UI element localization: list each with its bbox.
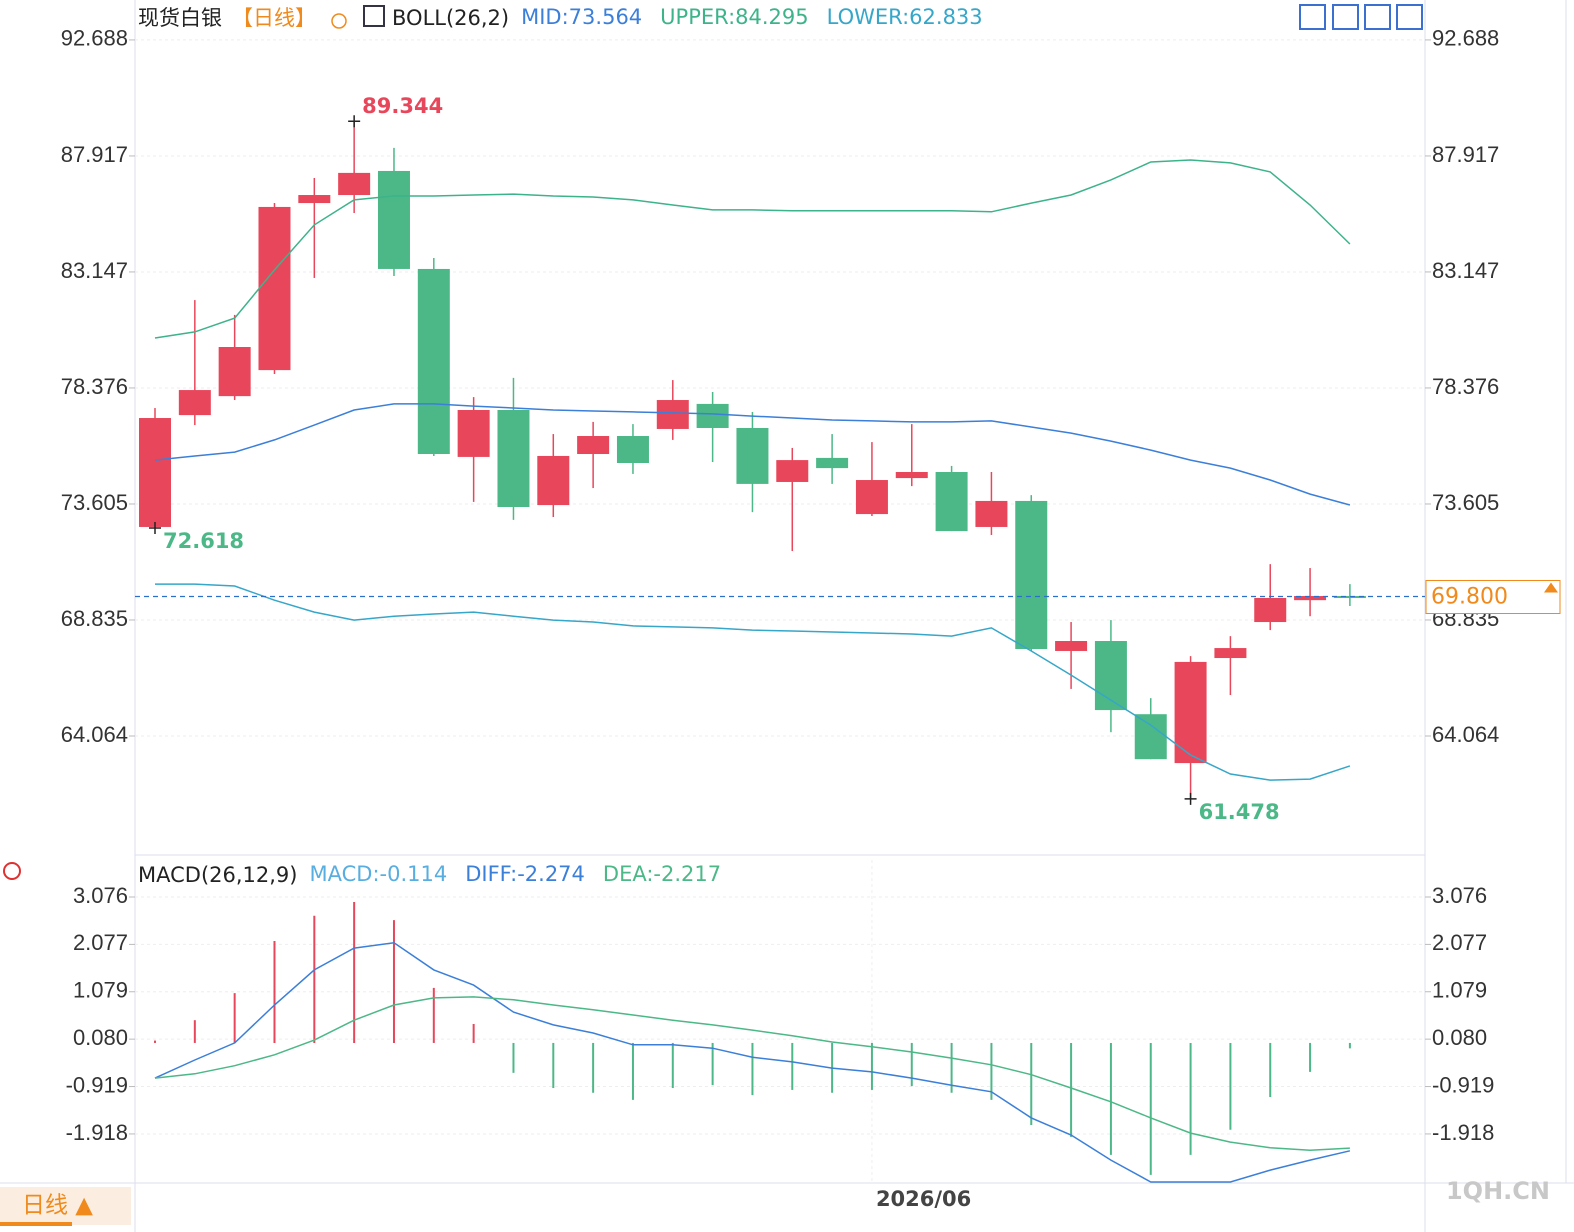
watermark: 1QH.CN [1446, 1177, 1550, 1205]
y-tick-label: -0.919 [66, 1072, 128, 1097]
legend-entry: MID:73.564 [521, 5, 642, 29]
candle-body [218, 347, 251, 397]
candle-body [178, 390, 211, 416]
extreme-marker [1184, 792, 1197, 805]
period-button-label[interactable]: 日线 ▲ [22, 1193, 93, 1219]
y-tick-label: -1.918 [66, 1120, 128, 1145]
candle-body [298, 195, 331, 204]
candle-body [895, 472, 928, 479]
candle-body [417, 268, 450, 455]
y-tick-label: 92.688 [1432, 26, 1499, 51]
candle-body [696, 403, 729, 428]
y-tick-label: 87.917 [61, 142, 128, 167]
last-price-box [1425, 580, 1561, 615]
tool-icon[interactable] [1299, 4, 1326, 30]
y-tick-label: 78.376 [1432, 374, 1499, 399]
y-tick-label: 2.077 [1432, 930, 1487, 955]
extreme-label: 72.618 [163, 529, 244, 553]
settings-icon[interactable] [3, 862, 21, 880]
candle-body [1055, 641, 1088, 651]
period-underline [0, 1222, 72, 1226]
candle-body [975, 500, 1008, 527]
y-tick-label: 64.064 [1432, 722, 1499, 747]
y-tick-label: 83.147 [61, 258, 128, 283]
y-tick-label: 3.076 [73, 883, 128, 908]
y-tick-label: 0.080 [1432, 1025, 1487, 1050]
extreme-label: 61.478 [1199, 800, 1280, 824]
toolbar [1299, 4, 1423, 30]
chart-title: 现货白银 [138, 6, 222, 30]
candle-body [1214, 648, 1247, 659]
candle-body [537, 455, 570, 506]
y-tick-label: -1.918 [1432, 1120, 1494, 1145]
candle-body [1294, 596, 1327, 601]
legend-entry: DEA:-2.217 [603, 862, 721, 886]
candle-body [497, 409, 530, 508]
candle-body [338, 172, 371, 196]
candle-body [377, 170, 410, 269]
candle-body [616, 436, 649, 464]
indicator-line [154, 403, 1351, 506]
last-price-arrow [1544, 582, 1558, 593]
y-tick-label: 1.079 [73, 978, 128, 1003]
candle-body [457, 409, 490, 457]
candle-body [736, 427, 769, 484]
indicator-line [154, 942, 1351, 1183]
y-tick-label: 0.080 [73, 1025, 128, 1050]
period-label[interactable]: 【日线】 [232, 6, 316, 30]
y-tick-label: 78.376 [61, 374, 128, 399]
last-price-label: 69.800 [1431, 585, 1508, 610]
candle-body [1254, 597, 1287, 623]
candle-body [577, 436, 610, 455]
indicator-line [154, 159, 1351, 339]
candle-body [1015, 500, 1048, 650]
candle-body [1333, 596, 1366, 599]
period-icon[interactable] [331, 13, 347, 29]
legend-entry: LOWER:62.833 [827, 5, 983, 29]
y-tick-label: 2.077 [73, 930, 128, 955]
candle-body [855, 480, 888, 515]
extreme-marker [348, 115, 361, 128]
period-button[interactable] [0, 1187, 131, 1225]
indicator-line [154, 996, 1350, 1151]
indicator-icon[interactable] [363, 5, 385, 27]
y-tick-label: 3.076 [1432, 883, 1487, 908]
x-tick-label: 2026/06 [876, 1187, 971, 1211]
y-tick-label: 87.917 [1432, 142, 1499, 167]
y-tick-label: 73.605 [1432, 490, 1499, 515]
tool-icon[interactable] [1332, 4, 1359, 30]
tool-icon[interactable] [1364, 4, 1391, 30]
candle-body [935, 472, 968, 532]
legend-entry: DIFF:-2.274 [465, 862, 585, 886]
indicator-title: BOLL(26,2) [392, 6, 509, 30]
candle-body [1134, 714, 1167, 760]
candle-body [656, 400, 689, 429]
extreme-label: 89.344 [362, 94, 443, 118]
candle-body [1094, 641, 1127, 711]
y-tick-label: 64.064 [61, 722, 128, 747]
indicator-line [155, 583, 1351, 781]
macd-title: MACD(26,12,9) [138, 863, 298, 887]
candle-body [816, 457, 849, 469]
candle-body [1174, 661, 1207, 764]
y-tick-label: 1.079 [1432, 978, 1487, 1003]
candle-body [139, 418, 171, 527]
y-tick-label: 83.147 [1432, 258, 1499, 283]
y-tick-label: -0.919 [1432, 1072, 1494, 1097]
candle-body [776, 460, 809, 482]
legend-entry: UPPER:84.295 [660, 5, 808, 29]
y-tick-label: 92.688 [61, 26, 128, 51]
legend-entry: MACD:-0.114 [310, 862, 448, 886]
y-tick-label: 68.835 [61, 606, 128, 631]
tool-icon[interactable] [1396, 4, 1423, 30]
extreme-marker [149, 521, 161, 534]
candle-body [258, 206, 291, 371]
y-tick-label: 73.605 [61, 490, 128, 515]
